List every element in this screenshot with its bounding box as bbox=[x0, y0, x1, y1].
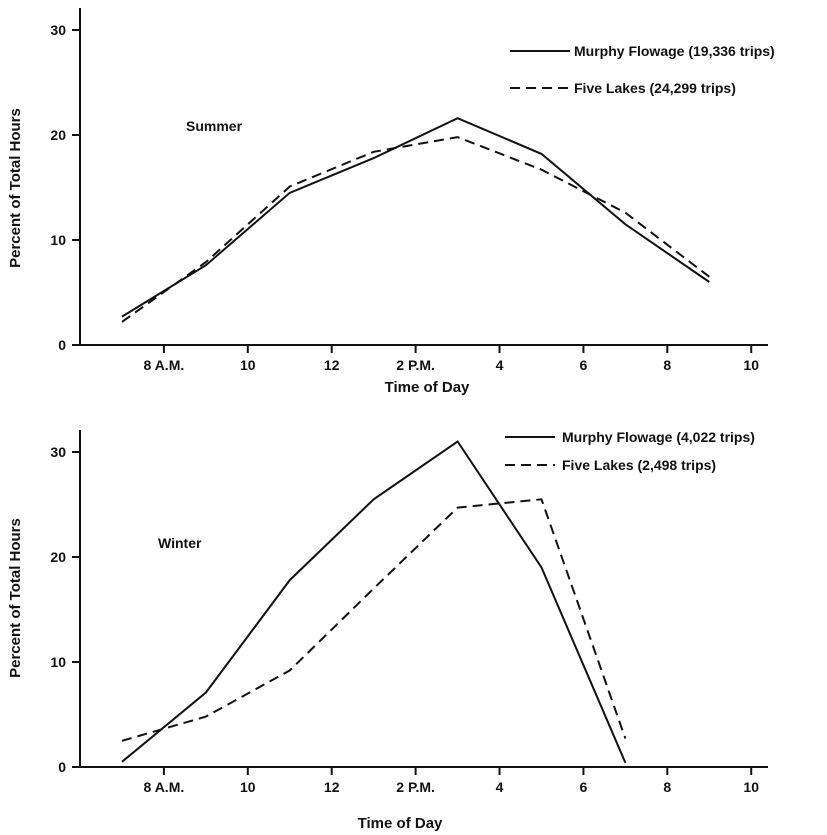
summer-x-tick-label: 10 bbox=[743, 357, 759, 373]
summer-chart: Percent of Total Hours Time of Day Summe… bbox=[7, 8, 775, 396]
winter-chart: Percent of Total Hours Time of Day Winte… bbox=[7, 429, 768, 832]
winter-x-tick-label: 2 P.M. bbox=[396, 779, 435, 795]
summer-y-axis-label: Percent of Total Hours bbox=[7, 108, 24, 268]
winter-legend: Murphy Flowage (4,022 trips) Five Lakes … bbox=[505, 429, 755, 473]
summer-legend-label-murphy: Murphy Flowage (19,336 trips) bbox=[574, 43, 775, 59]
summer-y-tick-label: 30 bbox=[50, 22, 66, 38]
winter-y-axis-label: Percent of Total Hours bbox=[7, 518, 24, 678]
winter-x-tick-label: 10 bbox=[240, 779, 256, 795]
summer-y-tick-label: 0 bbox=[58, 337, 66, 353]
winter-series-five-lakes-line bbox=[121, 498, 627, 742]
summer-x-tick-label: 12 bbox=[324, 357, 340, 373]
winter-x-tick-label: 8 A.M. bbox=[144, 779, 185, 795]
winter-x-tick-label: 8 bbox=[663, 779, 671, 795]
summer-x-tick-label: 10 bbox=[240, 357, 256, 373]
winter-y-tick-label: 30 bbox=[50, 444, 66, 460]
summer-x-tick-label: 6 bbox=[580, 357, 588, 373]
summer-x-tick-label: 4 bbox=[496, 357, 504, 373]
summer-x-tick-label: 8 A.M. bbox=[144, 357, 185, 373]
winter-y-tick-label: 0 bbox=[58, 759, 66, 775]
winter-x-tick-label: 12 bbox=[324, 779, 340, 795]
summer-x-tick-label: 2 P.M. bbox=[396, 357, 435, 373]
winter-x-axis-label: Time of Day bbox=[358, 815, 443, 832]
summer-series-murphy-flowage-line bbox=[121, 117, 710, 318]
summer-x-axis-label: Time of Day bbox=[385, 379, 470, 396]
winter-series-murphy-flowage-line bbox=[121, 440, 627, 764]
summer-legend: Murphy Flowage (19,336 trips) Five Lakes… bbox=[510, 43, 775, 96]
summer-y-tick-label: 20 bbox=[50, 127, 66, 143]
winter-panel-label: Winter bbox=[158, 535, 202, 551]
winter-legend-label-murphy: Murphy Flowage (4,022 trips) bbox=[562, 429, 755, 445]
summer-x-tick-label: 8 bbox=[663, 357, 671, 373]
winter-x-tick-label: 4 bbox=[496, 779, 504, 795]
summer-series-five-lakes-line bbox=[121, 136, 710, 323]
summer-panel-label: Summer bbox=[186, 118, 243, 134]
winter-x-tick-label: 6 bbox=[580, 779, 588, 795]
winter-y-tick-label: 10 bbox=[50, 654, 66, 670]
summer-legend-label-five-lakes: Five Lakes (24,299 trips) bbox=[574, 80, 736, 96]
winter-y-tick-label: 20 bbox=[50, 549, 66, 565]
winter-x-tick-label: 10 bbox=[743, 779, 759, 795]
summer-y-tick-label: 10 bbox=[50, 232, 66, 248]
winter-legend-label-five-lakes: Five Lakes (2,498 trips) bbox=[562, 457, 716, 473]
